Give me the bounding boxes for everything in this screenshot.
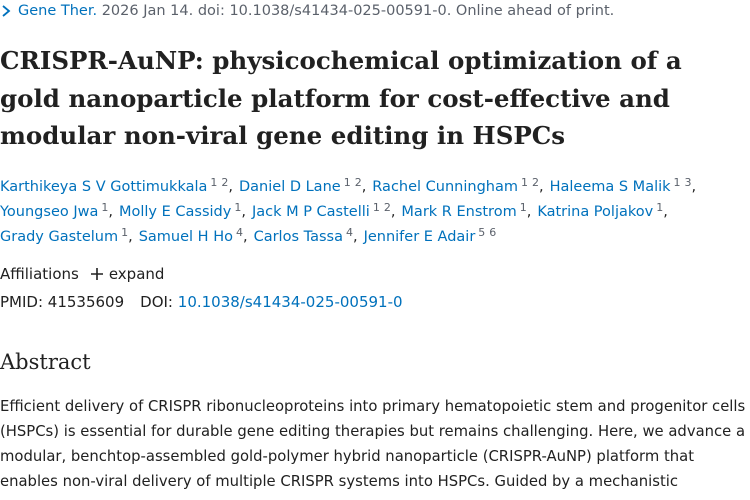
author[interactable]: Grady Gastelum 1 [0,226,128,245]
identifiers: PMID: 41535609 DOI: 10.1038/s41434-025-00… [0,293,403,311]
author-list: Karthikeya S V Gottimukkala 1 2, Daniel D L… [0,175,702,250]
title-line: gold nanoparticle platform for cost-effe… [0,83,670,113]
author[interactable]: Mark R Enstrom 1 [401,201,527,220]
affiliations: Affiliations expand [0,265,164,283]
author[interactable]: Samuel H Ho 4 [138,226,243,245]
author-name[interactable]: Samuel H Ho [138,229,233,245]
author[interactable]: Katrina Poljakov 1 [537,201,663,220]
author-name[interactable]: Daniel D Lane [239,179,341,195]
doi-label: DOI: [140,293,173,311]
article-title: CRISPR-AuNP: physicochemical optimizatio… [0,42,682,155]
separator: , [361,179,367,195]
separator: , [352,229,358,245]
affiliation-ref[interactable]: 1 [121,226,129,239]
abstract-line: enables non-viral delivery of multiple C… [0,473,679,490]
abstract-line: Efficient delivery of CRISPR ribonucleop… [0,398,746,415]
author-row: Youngseo Jwa 1, Molly E Cassidy 1, Jack M P … [0,200,702,225]
affiliation-ref[interactable]: 5 [478,226,486,239]
author[interactable]: Daniel D Lane 1 2 [239,176,362,195]
affiliation-ref[interactable]: 1 [343,176,351,189]
journal-link[interactable]: Gene Ther. [18,3,98,19]
abstract-heading: Abstract [0,350,91,374]
affiliation-refs: 1 [234,201,241,214]
affiliation-ref[interactable]: 1 [234,201,242,214]
author-name[interactable]: Haleema S Malik [549,179,671,195]
pmid: 41535609 [47,293,125,311]
affiliation-ref[interactable]: 1 [520,176,528,189]
separator: , [241,204,246,220]
author[interactable]: Jack M P Castelli 1 2 [251,201,391,220]
author[interactable]: Karthikeya S V Gottimukkala 1 2 [0,176,228,195]
abstract-text: Efficient delivery of CRISPR ribonucleop… [0,394,745,494]
chevron-icon [2,5,11,17]
separator: , [108,204,113,220]
affiliation-ref[interactable]: 2 [354,176,362,189]
author-name[interactable]: Karthikeya S V Gottimukkala [0,179,208,195]
citation-details: 2026 Jan 14. doi: 10.1038/s41434-025-005… [101,3,615,19]
affiliation-refs: 4 [346,226,353,239]
separator: , [538,179,544,195]
affiliation-ref[interactable]: 6 [489,226,497,239]
affiliation-ref[interactable]: 2 [531,176,539,189]
affiliation-ref[interactable]: 1 [519,201,527,214]
title-line: modular non-viral gene editing in HSPCs [0,121,566,150]
author-name[interactable]: Molly E Cassidy [118,204,232,220]
author-name[interactable]: Jack M P Castelli [251,204,370,220]
author-name[interactable]: Grady Gastelum [0,229,119,245]
abstract-line: modular, benchtop-assembled gold-polymer… [0,448,695,465]
expand-button[interactable]: expand [90,265,165,283]
affiliation-ref[interactable]: 1 [210,176,218,189]
separator: , [526,204,532,220]
affiliation-ref[interactable]: 2 [221,176,229,189]
author-name[interactable]: Jennifer E Adair [363,229,476,245]
separator: , [691,179,697,195]
separator: , [242,229,248,245]
affiliations-label: Affiliations [0,265,79,283]
separator: , [128,229,133,245]
separator: , [228,179,233,195]
author-row: Karthikeya S V Gottimukkala 1 2, Daniel D L… [0,175,702,200]
affiliation-ref[interactable]: 1 [673,176,681,189]
author[interactable]: Carlos Tassa 4 [253,226,353,245]
doi-link[interactable]: 10.1038/s41434-025-00591-0 [177,293,403,311]
abstract-line: (HSPCs) is essential for durable gene ed… [0,423,746,440]
expand-label[interactable]: expand [108,265,165,283]
author-name[interactable]: Youngseo Jwa [0,204,99,220]
affiliation-ref[interactable]: 2 [383,201,391,214]
author-row: Grady Gastelum 1, Samuel H Ho 4, Carlos Tass… [0,225,702,250]
author-name[interactable]: Katrina Poljakov [537,204,654,220]
pmid-label: PMID: [0,293,44,311]
author[interactable]: Youngseo Jwa 1 [0,201,108,220]
affiliation-refs: 1 [656,201,663,214]
affiliation-ref[interactable]: 4 [345,226,353,239]
title-line: CRISPR-AuNP: physicochemical optimizatio… [0,46,682,75]
separator: , [390,204,396,220]
author[interactable]: Molly E Cassidy 1 [118,201,241,220]
author[interactable]: Rachel Cunningham 1 2 [372,176,539,195]
separator: , [663,204,668,220]
affiliation-refs: 1 [520,201,527,214]
affiliation-refs: 4 [236,226,243,239]
affiliation-refs: 1 [121,226,128,239]
plus-icon [90,268,103,280]
author-name[interactable]: Mark R Enstrom [401,204,517,220]
affiliation-ref[interactable]: 1 [372,201,380,214]
citation: Gene Ther. 2026 Jan 14. doi: 10.1038/s41… [0,3,614,19]
author-name[interactable]: Rachel Cunningham [372,179,518,195]
affiliation-ref[interactable]: 1 [101,201,109,214]
affiliation-ref[interactable]: 1 [656,201,664,214]
author[interactable]: Haleema S Malik 1 3 [549,176,692,195]
author[interactable]: Jennifer E Adair 5 6 [363,226,497,245]
affiliation-ref[interactable]: 4 [235,226,243,239]
affiliation-refs: 1 [101,201,108,214]
author-name[interactable]: Carlos Tassa [253,229,343,245]
affiliation-ref[interactable]: 3 [684,176,692,189]
